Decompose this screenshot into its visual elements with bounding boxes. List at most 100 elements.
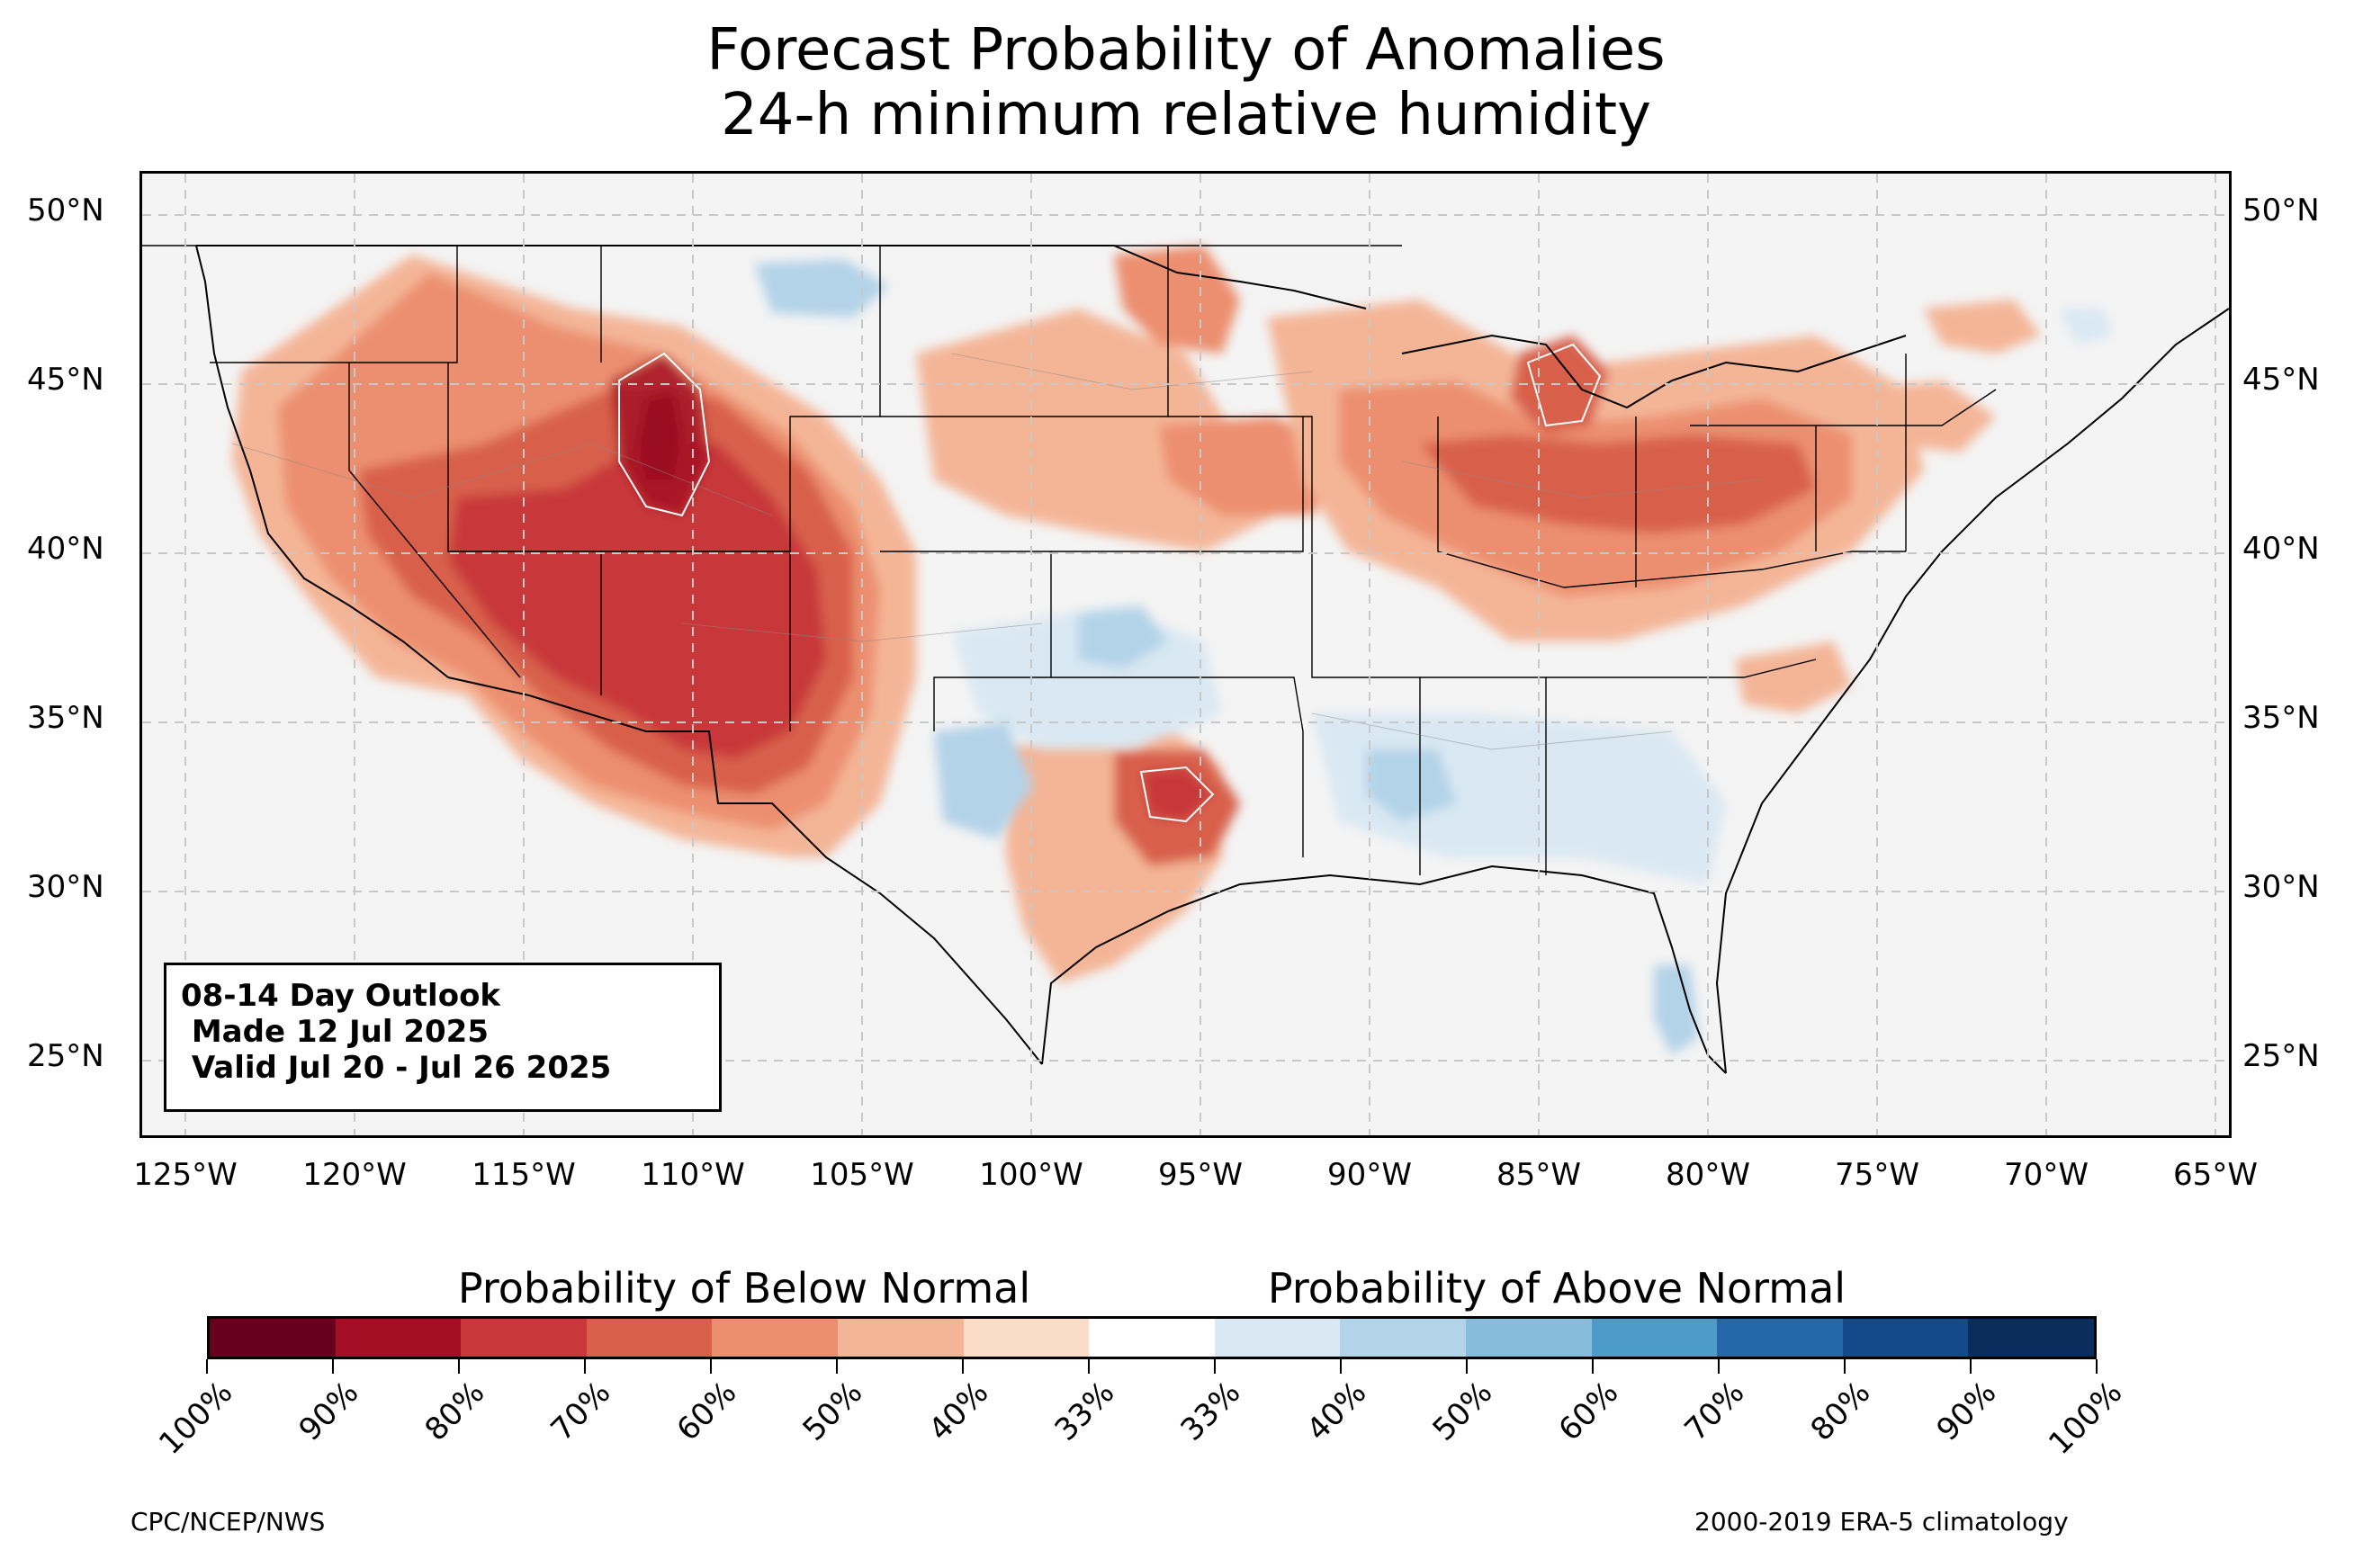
lat-label-right-30: 30°N bbox=[2242, 869, 2320, 905]
colorbar-segment bbox=[1842, 1319, 1969, 1357]
colorbar-tick-label: 100% bbox=[2042, 1375, 2130, 1463]
montana-above-40 bbox=[754, 259, 889, 318]
florida-above-40 bbox=[1654, 965, 1699, 1055]
colorbar-tick-label: 70% bbox=[544, 1375, 618, 1448]
colorbar-tick-label: 80% bbox=[1803, 1375, 1878, 1448]
lon-label-80w: 80°W bbox=[1666, 1157, 1750, 1193]
colorbar-tick-label: 50% bbox=[1425, 1375, 1500, 1448]
colorbar-segment bbox=[1465, 1319, 1592, 1357]
lat-label-left-40: 40°N bbox=[27, 531, 104, 567]
colorbar-tick bbox=[332, 1359, 334, 1374]
colorbar-tick-label: 90% bbox=[292, 1375, 366, 1448]
lat-label-right-40: 40°N bbox=[2242, 531, 2320, 567]
colorbar-segment bbox=[1591, 1319, 1718, 1357]
colorbar-tick-label: 40% bbox=[921, 1375, 996, 1448]
colorbar-tick bbox=[1214, 1359, 1216, 1374]
colorbar-tick-label: 50% bbox=[795, 1375, 870, 1448]
colorbar-segment bbox=[712, 1319, 838, 1357]
colorbar-segment bbox=[837, 1319, 964, 1357]
lat-label-right-35: 35°N bbox=[2242, 700, 2320, 736]
colorbar-tick-label: 70% bbox=[1677, 1375, 1752, 1448]
colorbar-segment bbox=[461, 1319, 587, 1357]
colorbar-tick bbox=[1592, 1359, 1594, 1374]
southeast-above-40 bbox=[1366, 749, 1456, 821]
lat-label-left-50: 50°N bbox=[27, 193, 104, 228]
colorbar-below-title: Probability of Below Normal bbox=[457, 1264, 1031, 1313]
colorbar-tick bbox=[836, 1359, 838, 1374]
colorbar-tick-label: 90% bbox=[1929, 1375, 2004, 1448]
lon-label-125w: 125°W bbox=[133, 1157, 238, 1193]
footer-source: CPC/NCEP/NWS bbox=[130, 1507, 326, 1537]
lon-label-105w: 105°W bbox=[810, 1157, 914, 1193]
dakota-below-50 bbox=[1114, 246, 1240, 354]
colorbar-tick-label: 40% bbox=[1299, 1375, 1374, 1448]
made-date: Made 12 Jul 2025 bbox=[181, 1014, 489, 1050]
nm-above-40 bbox=[934, 722, 1033, 839]
lon-label-100w: 100°W bbox=[979, 1157, 1083, 1193]
colorbar-tick-label: 100% bbox=[152, 1375, 240, 1463]
colorbar-tick-label: 33% bbox=[1047, 1375, 1122, 1448]
colorbar-tick-label: 80% bbox=[418, 1375, 492, 1448]
lon-label-90w: 90°W bbox=[1327, 1157, 1412, 1193]
wyoming-80 bbox=[610, 354, 709, 515]
lon-label-120w: 120°W bbox=[302, 1157, 407, 1193]
colorbar-above-title: Probability of Above Normal bbox=[1267, 1264, 1846, 1313]
colorbar-tick-label: 33% bbox=[1173, 1375, 1248, 1448]
lat-label-right-25: 25°N bbox=[2242, 1038, 2320, 1074]
lon-label-65w: 65°W bbox=[2173, 1157, 2258, 1193]
lat-label-right-50: 50°N bbox=[2242, 193, 2320, 228]
lon-label-70w: 70°W bbox=[2004, 1157, 2089, 1193]
lon-label-115w: 115°W bbox=[472, 1157, 576, 1193]
footer-climatology: 2000-2019 ERA-5 climatology bbox=[1694, 1507, 2069, 1537]
colorbar-segment bbox=[1968, 1319, 2094, 1357]
title-line-2: 24-h minimum relative humidity bbox=[721, 82, 1651, 148]
ne-below-40 bbox=[1852, 381, 1996, 452]
outlook-info-box: 08-14 Day Outlook Made 12 Jul 2025 Valid… bbox=[164, 963, 722, 1112]
west-below-70 bbox=[448, 444, 826, 758]
colorbar-tick bbox=[1088, 1359, 1090, 1374]
colorbar-segment bbox=[335, 1319, 462, 1357]
colorbar-segment bbox=[963, 1319, 1090, 1357]
newengland-below-40 bbox=[1924, 300, 2041, 354]
colorbar-segment bbox=[1089, 1319, 1215, 1357]
state-lines bbox=[142, 245, 1997, 875]
county-lines bbox=[231, 353, 1763, 750]
colorbar-tick bbox=[1466, 1359, 1468, 1374]
map-title: Forecast Probability of Anomalies 24-h m… bbox=[0, 18, 2372, 148]
colorbar-segment bbox=[1717, 1319, 1843, 1357]
colorbar-tick-label: 60% bbox=[669, 1375, 744, 1448]
colorbar-tick bbox=[1844, 1359, 1846, 1374]
colorbar-tick bbox=[2096, 1359, 2098, 1374]
texas-core-70 bbox=[1141, 767, 1213, 821]
plains-above-40 bbox=[1078, 605, 1168, 668]
colorbar-tick bbox=[1340, 1359, 1342, 1374]
lon-label-85w: 85°W bbox=[1496, 1157, 1581, 1193]
lat-label-left-35: 35°N bbox=[27, 700, 104, 736]
lon-label-110w: 110°W bbox=[641, 1157, 745, 1193]
maine-above-33 bbox=[2059, 309, 2113, 345]
carolina-below-40 bbox=[1735, 641, 1852, 713]
outlook-period: 08-14 Day Outlook bbox=[181, 978, 501, 1014]
colorbar-tick-label: 60% bbox=[1551, 1375, 1626, 1448]
above-normal-shading bbox=[754, 259, 2113, 1055]
colorbar bbox=[207, 1316, 2097, 1359]
colorbar-tick bbox=[1718, 1359, 1720, 1374]
colorbar-segment bbox=[1340, 1319, 1466, 1357]
valid-dates: Valid Jul 20 - Jul 26 2025 bbox=[181, 1050, 612, 1086]
lat-label-left-45: 45°N bbox=[27, 362, 104, 398]
lon-label-95w: 95°W bbox=[1158, 1157, 1243, 1193]
lon-label-75w: 75°W bbox=[1835, 1157, 1919, 1193]
colorbar-segment bbox=[586, 1319, 713, 1357]
midwest-below-60 bbox=[1420, 435, 1816, 533]
colorbar-tick bbox=[710, 1359, 712, 1374]
colorbar-segment bbox=[210, 1319, 336, 1357]
colorbar-tick bbox=[458, 1359, 460, 1374]
colorbar-segment bbox=[1214, 1319, 1341, 1357]
colorbar-tick bbox=[1970, 1359, 1972, 1374]
colorbar-tick bbox=[206, 1359, 208, 1374]
title-line-1: Forecast Probability of Anomalies bbox=[706, 17, 1666, 84]
lat-label-right-45: 45°N bbox=[2242, 362, 2320, 398]
lat-label-left-30: 30°N bbox=[27, 869, 104, 905]
below-normal-shading bbox=[232, 246, 2041, 983]
colorbar-tick bbox=[584, 1359, 586, 1374]
